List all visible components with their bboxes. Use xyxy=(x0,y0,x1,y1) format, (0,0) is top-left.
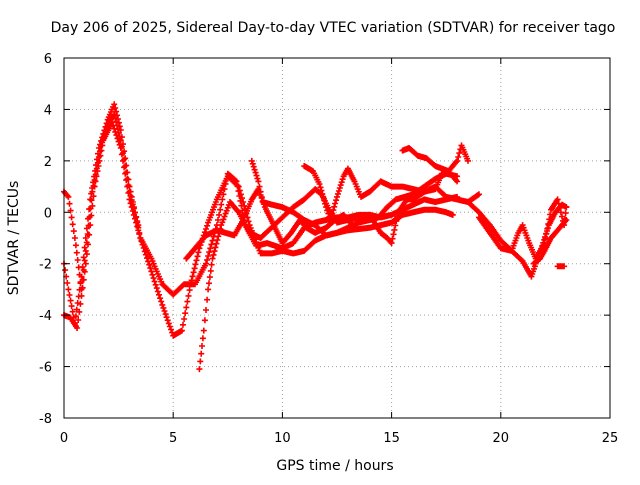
y-tick-label: -8 xyxy=(39,412,52,427)
series-track-l xyxy=(554,263,568,270)
x-tick-label: 25 xyxy=(602,431,619,446)
marker-trace-track-e xyxy=(183,186,356,262)
x-tick-label: 0 xyxy=(60,431,68,446)
marker-trace-track-h xyxy=(399,142,471,175)
x-tick-label: 5 xyxy=(169,431,177,446)
y-axis-label: SDTVAR / TECUs xyxy=(6,181,22,296)
y-tick-label: -4 xyxy=(39,309,52,324)
y-tick-label: 0 xyxy=(44,206,52,221)
series-track-e xyxy=(183,186,356,262)
x-tick-label: 20 xyxy=(493,431,510,446)
plot-border xyxy=(63,57,611,419)
x-axis-label: GPS time / hours xyxy=(276,458,393,474)
x-tick-label: 10 xyxy=(274,431,291,446)
grid xyxy=(64,58,610,418)
series-track-h xyxy=(399,142,471,175)
marker-trace-track-k xyxy=(530,217,570,267)
axis-ticks: 0 5 10 15 20 25 -8 -6 -4 -2 0 2 4 6 xyxy=(39,52,618,446)
marker-trace-track-f xyxy=(248,157,461,239)
marker-trace-track-g xyxy=(301,163,461,223)
series-track-f xyxy=(248,157,461,239)
marker-trace-track-l xyxy=(554,263,568,270)
y-tick-label: 6 xyxy=(44,52,52,67)
y-tick-label: 2 xyxy=(44,155,52,170)
y-tick-label: -2 xyxy=(39,258,52,273)
x-tick-label: 15 xyxy=(383,431,400,446)
data-points xyxy=(61,101,570,373)
series-track-k xyxy=(530,217,570,267)
y-tick-label: 4 xyxy=(44,103,52,118)
series-track-g xyxy=(301,163,461,223)
y-tick-label: -6 xyxy=(39,361,52,376)
chart-title: Day 206 of 2025, Sidereal Day-to-day VTE… xyxy=(51,20,616,36)
